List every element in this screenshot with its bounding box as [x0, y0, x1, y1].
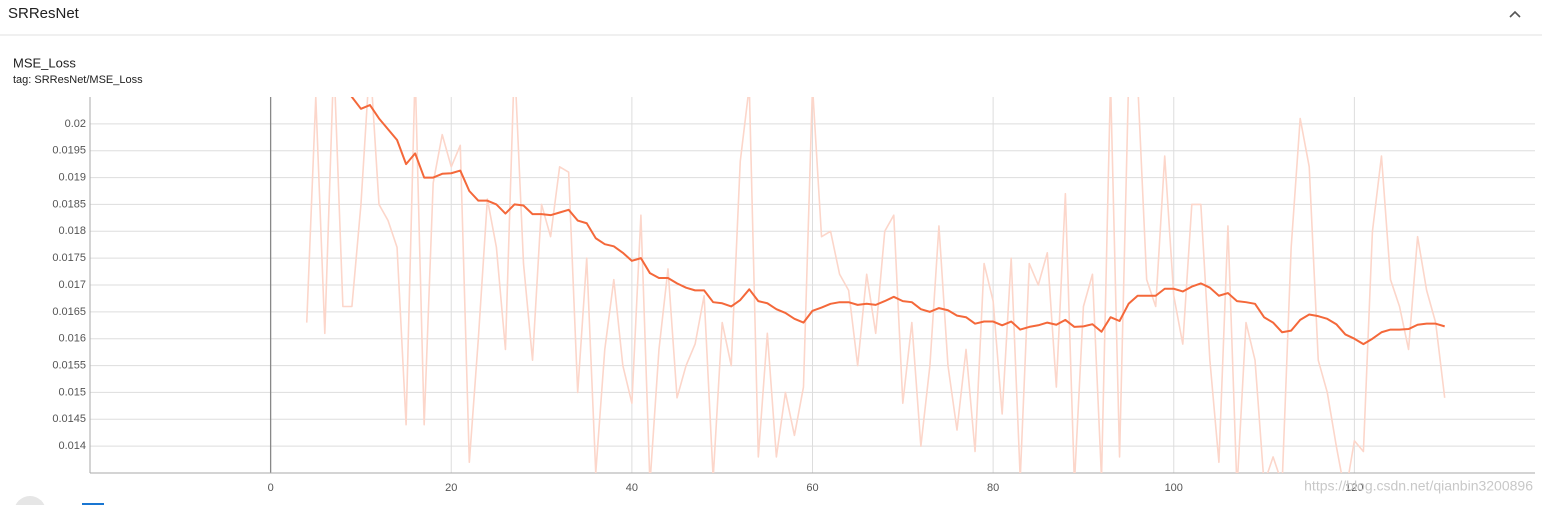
y-tick-label: 0.0185 — [52, 198, 86, 210]
y-tick-label: 0.017 — [58, 279, 86, 291]
y-tick-label: 0.015 — [58, 386, 86, 398]
chart-title: MSE_Loss — [13, 55, 76, 70]
x-tick-label: 120 — [1345, 482, 1363, 494]
button[interactable] — [14, 496, 46, 510]
series-line — [350, 97, 1445, 346]
series-line — [305, 97, 1446, 473]
x-tick-label: 60 — [806, 482, 818, 494]
y-tick-label: 0.0165 — [52, 306, 86, 318]
x-tick-label: 80 — [987, 482, 999, 494]
y-tick-label: 0.014 — [58, 440, 86, 452]
watermark: https://blog.csdn.net/qianbin3200896 — [1304, 478, 1533, 494]
y-tick-label: 0.0155 — [52, 359, 86, 371]
x-tick-label: 100 — [1165, 482, 1183, 494]
y-tick-label: 0.016 — [58, 333, 86, 345]
collapse-icon[interactable] — [1509, 10, 1521, 18]
x-tick-label: 40 — [626, 482, 638, 494]
section-title: SRResNet — [8, 5, 80, 22]
plot: 0.014 0.0145 0.015 0.0155 0.016 0.0165 0.017 0.… — [52, 97, 1535, 494]
chart-subtitle: tag: SRResNet/MSE_Loss — [13, 74, 143, 86]
y-tick-label: 0.019 — [58, 171, 86, 183]
y-tick-label: 0.02 — [65, 118, 86, 130]
y-tick-label: 0.0195 — [52, 145, 86, 157]
x-tick-label: 20 — [445, 482, 457, 494]
y-tick-label: 0.0145 — [52, 413, 86, 425]
x-tick-label: 0 — [268, 482, 274, 494]
y-tick-label: 0.018 — [58, 225, 86, 237]
y-tick-label: 0.0175 — [52, 252, 86, 264]
